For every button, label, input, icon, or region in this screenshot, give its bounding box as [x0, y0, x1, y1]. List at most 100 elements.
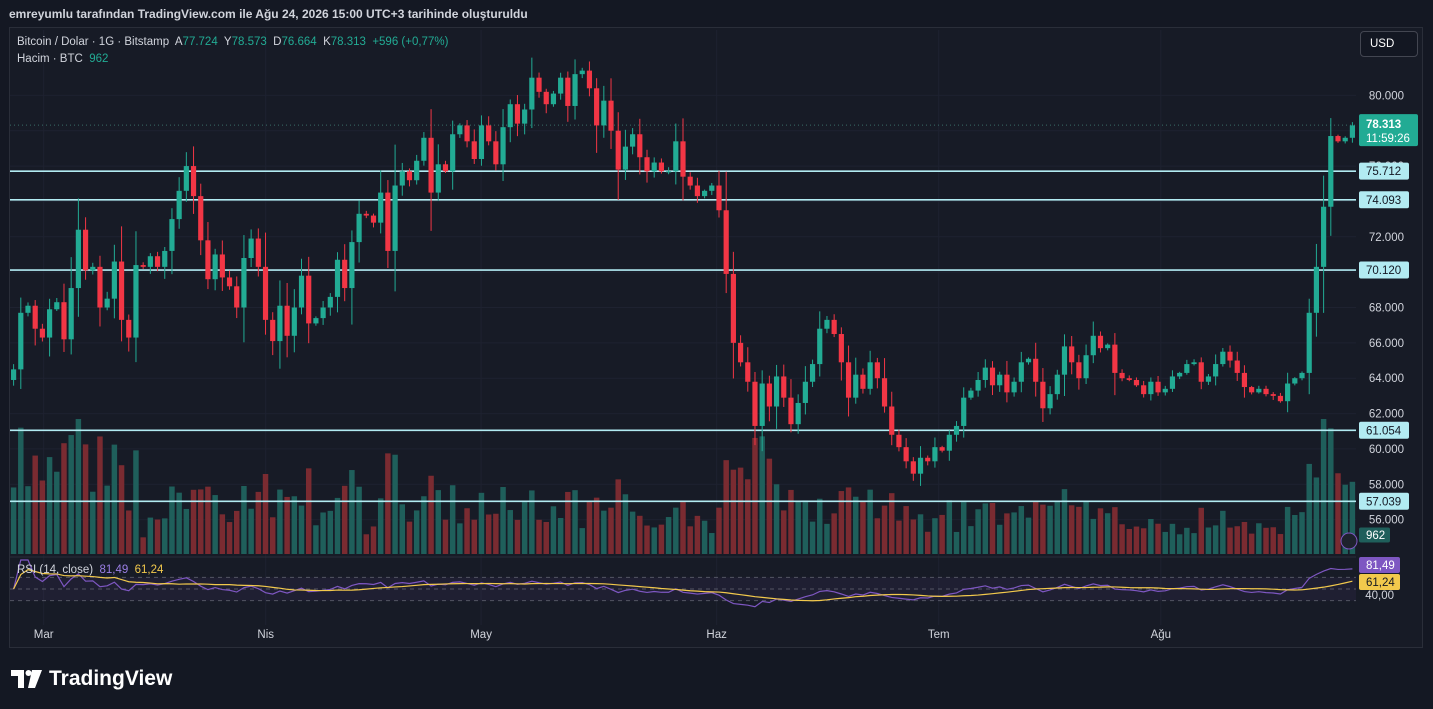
volume-bar — [867, 489, 873, 554]
candle-body — [18, 312, 24, 370]
volume-bar — [1306, 463, 1312, 554]
volume-bar — [46, 457, 53, 554]
volume-bar — [716, 507, 722, 554]
volume-bar — [1169, 523, 1176, 554]
candle-body — [644, 157, 650, 172]
candle-body — [514, 104, 521, 124]
currency-button[interactable]: USD — [1360, 31, 1418, 57]
candle-body — [658, 162, 664, 172]
volume-bar — [39, 480, 46, 554]
candle-body — [104, 298, 110, 308]
countdown-badge: 11:59:26 — [1366, 133, 1410, 145]
volume-bars — [10, 419, 1356, 554]
volume-bar — [97, 436, 103, 554]
candle-body — [1018, 362, 1024, 382]
volume-bar — [996, 524, 1003, 554]
open-label: A — [174, 36, 183, 48]
volume-bar — [1263, 527, 1269, 554]
tradingview-logo[interactable]: TradingView — [11, 667, 172, 691]
candle-body — [1241, 372, 1248, 388]
candle-body — [565, 77, 571, 106]
volume-bar — [392, 454, 398, 554]
volume-bar — [1342, 484, 1348, 554]
volume-bar — [781, 510, 787, 554]
candle-body — [212, 254, 218, 280]
volume-bar — [745, 479, 751, 554]
candle-body — [831, 319, 837, 335]
volume-bar — [1025, 517, 1032, 554]
candle-body — [457, 125, 463, 135]
volume-bar — [1328, 428, 1334, 554]
candle-body — [1112, 344, 1118, 373]
candle-body — [428, 137, 434, 193]
candle-body — [169, 219, 175, 251]
volume-bar — [608, 507, 614, 554]
volume-bar — [406, 521, 413, 554]
volume-bar — [975, 509, 981, 554]
volume-label[interactable]: Hacim · BTC — [17, 53, 83, 65]
volume-bar — [1011, 512, 1017, 554]
volume-bar — [284, 496, 290, 554]
volume-bar — [521, 501, 528, 554]
candle-body — [1249, 387, 1255, 393]
volume-bar — [1176, 534, 1183, 554]
candle-body — [183, 166, 189, 191]
high-value: 78.573 — [231, 36, 267, 48]
candle-body — [716, 185, 722, 211]
candle-body — [961, 397, 967, 426]
candle-body — [536, 77, 542, 92]
volume-bar — [449, 485, 456, 554]
candle-body — [982, 367, 988, 380]
candle-body — [838, 334, 844, 363]
volume-bar — [126, 510, 132, 554]
candle-body — [111, 261, 117, 299]
candle-body — [1177, 372, 1183, 377]
symbol-name[interactable]: Bitcoin / Dolar · 1G · Bitstamp — [17, 36, 170, 48]
volume-bar — [176, 492, 182, 554]
candle-body — [543, 91, 549, 105]
volume-bar — [536, 519, 542, 554]
last-price-badge-bg — [1359, 114, 1418, 147]
volume-bar — [709, 533, 715, 554]
candle-body — [1270, 394, 1276, 396]
candle-body — [709, 185, 715, 191]
volume-bar — [205, 486, 211, 554]
volume-bar — [1241, 521, 1248, 554]
volume-bar — [1205, 527, 1212, 554]
candle-body — [896, 434, 902, 448]
candle-body — [154, 256, 161, 267]
candle-body — [1011, 381, 1017, 393]
volume-bar — [1097, 508, 1104, 554]
candle-body — [680, 141, 686, 177]
candle-body — [1054, 374, 1060, 395]
candle-body — [925, 457, 931, 462]
volume-bar — [298, 505, 305, 554]
candle-body — [190, 166, 197, 197]
rsi-badge-bg — [1359, 557, 1400, 573]
volume-bar — [1090, 518, 1097, 554]
time-axis-label: Mar — [34, 629, 54, 641]
rsi-label[interactable]: RSI (14, close) — [17, 564, 94, 576]
price-axis: 56.000 58.000 60.000 62.000 64.000 66.000 68.0… — [34, 90, 1404, 641]
volume-bar — [1155, 523, 1161, 554]
volume-bar — [831, 513, 837, 554]
candle-body — [781, 376, 787, 398]
volume-bar — [860, 501, 866, 554]
candle-body — [615, 130, 621, 170]
volume-bar — [766, 458, 773, 554]
candle-body — [39, 328, 45, 338]
candle-body — [1306, 312, 1312, 373]
candle-body — [334, 259, 341, 297]
volume-bar — [1112, 507, 1118, 554]
volume-bar — [198, 489, 204, 554]
change-value: +596 (+0,77%) — [372, 36, 449, 48]
volume-bar — [90, 491, 96, 554]
volume-bar — [1313, 477, 1320, 554]
volume-bar — [1292, 514, 1298, 554]
volume-bar — [226, 522, 233, 554]
candle-body — [1349, 125, 1355, 138]
candle-body — [313, 318, 319, 324]
candle-body — [874, 362, 880, 379]
volume-bar — [262, 474, 269, 554]
